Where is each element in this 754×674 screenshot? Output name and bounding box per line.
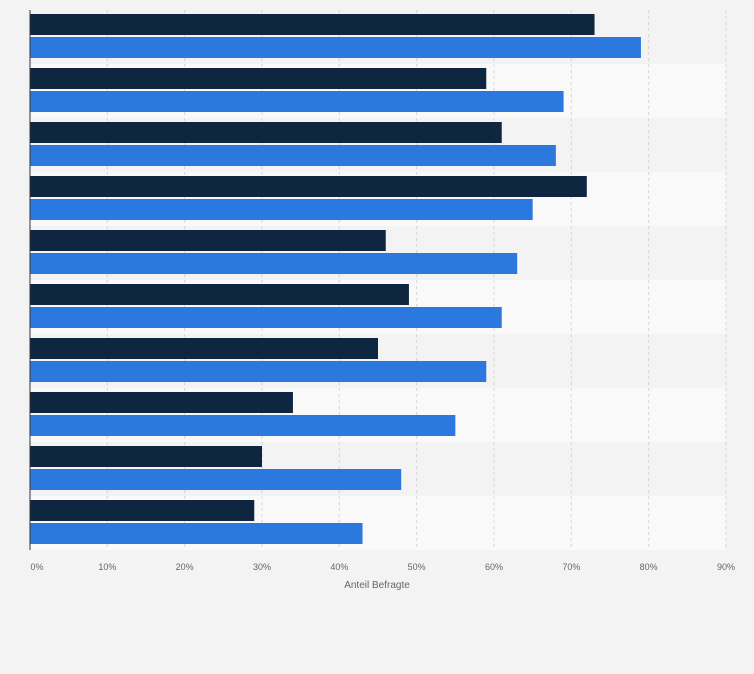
bar xyxy=(30,253,518,274)
bar xyxy=(30,37,641,58)
x-tick-label: 50% xyxy=(408,562,426,572)
bar xyxy=(30,14,595,35)
x-axis-title: Anteil Befragte xyxy=(344,580,410,591)
bar xyxy=(30,122,502,143)
bar xyxy=(30,338,378,359)
bar xyxy=(30,415,456,436)
bar xyxy=(30,230,386,251)
bar xyxy=(30,91,564,112)
x-tick-label: 60% xyxy=(485,562,503,572)
x-tick-label: 10% xyxy=(98,562,116,572)
x-tick-label: 0% xyxy=(30,562,43,572)
x-tick-label: 20% xyxy=(176,562,194,572)
x-tick-label: 70% xyxy=(562,562,580,572)
bar xyxy=(30,446,262,467)
x-tick-label: 30% xyxy=(253,562,271,572)
bar xyxy=(30,199,533,220)
x-tick-label: 80% xyxy=(640,562,658,572)
x-tick-labels: 0% 10% 20% 30% 40% 50% 60% 70% 80% 90% xyxy=(30,562,735,572)
x-tick-label: 40% xyxy=(330,562,348,572)
bar xyxy=(30,176,587,197)
x-tick-label: 90% xyxy=(717,562,735,572)
bar xyxy=(30,145,556,166)
bar xyxy=(30,68,487,89)
bar xyxy=(30,392,293,413)
bar xyxy=(30,307,502,328)
bar xyxy=(30,469,402,490)
bar xyxy=(30,523,363,544)
bars xyxy=(30,14,641,544)
bar xyxy=(30,284,409,305)
bar xyxy=(30,500,255,521)
bar xyxy=(30,361,487,382)
